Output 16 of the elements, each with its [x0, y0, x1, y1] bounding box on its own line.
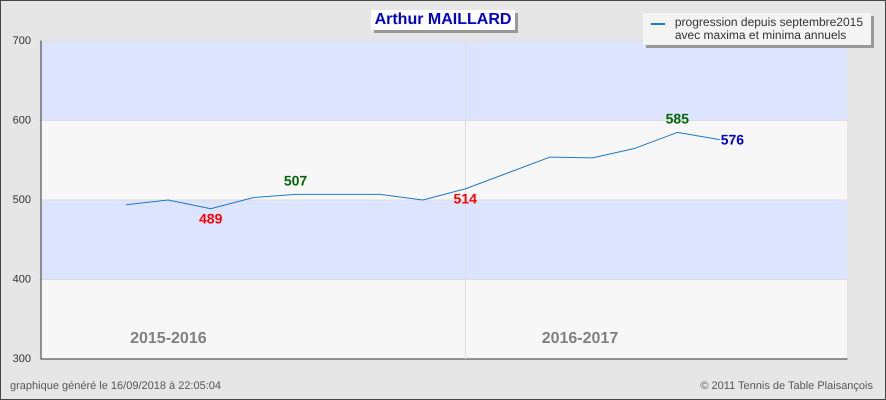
data-label: 514: [454, 190, 478, 207]
annotation: 2015-2016: [130, 330, 207, 347]
legend-label: progression depuis septembre2015 avec maxima et minima annuels: [674, 15, 863, 42]
text: graphique généré le 16/09/2018 à 22:05:04: [10, 380, 222, 392]
data-label: 576: [720, 131, 744, 148]
data-label: 585: [666, 110, 690, 126]
y-tick-label: 500: [12, 194, 31, 206]
y-tick-label: 700: [12, 35, 31, 48]
data-label: 489: [199, 210, 223, 227]
y-tick-label: 600: [12, 114, 31, 127]
annotation: 2016-2017: [542, 330, 618, 347]
data-label: 507: [284, 172, 308, 188]
y-tick-label: 400: [12, 274, 31, 286]
y-tick-label: 300: [12, 353, 31, 366]
chart-title: Arthur MAILLARD: [370, 10, 516, 30]
text: © 2011 Tennis de Table Plaisançois: [700, 380, 873, 392]
